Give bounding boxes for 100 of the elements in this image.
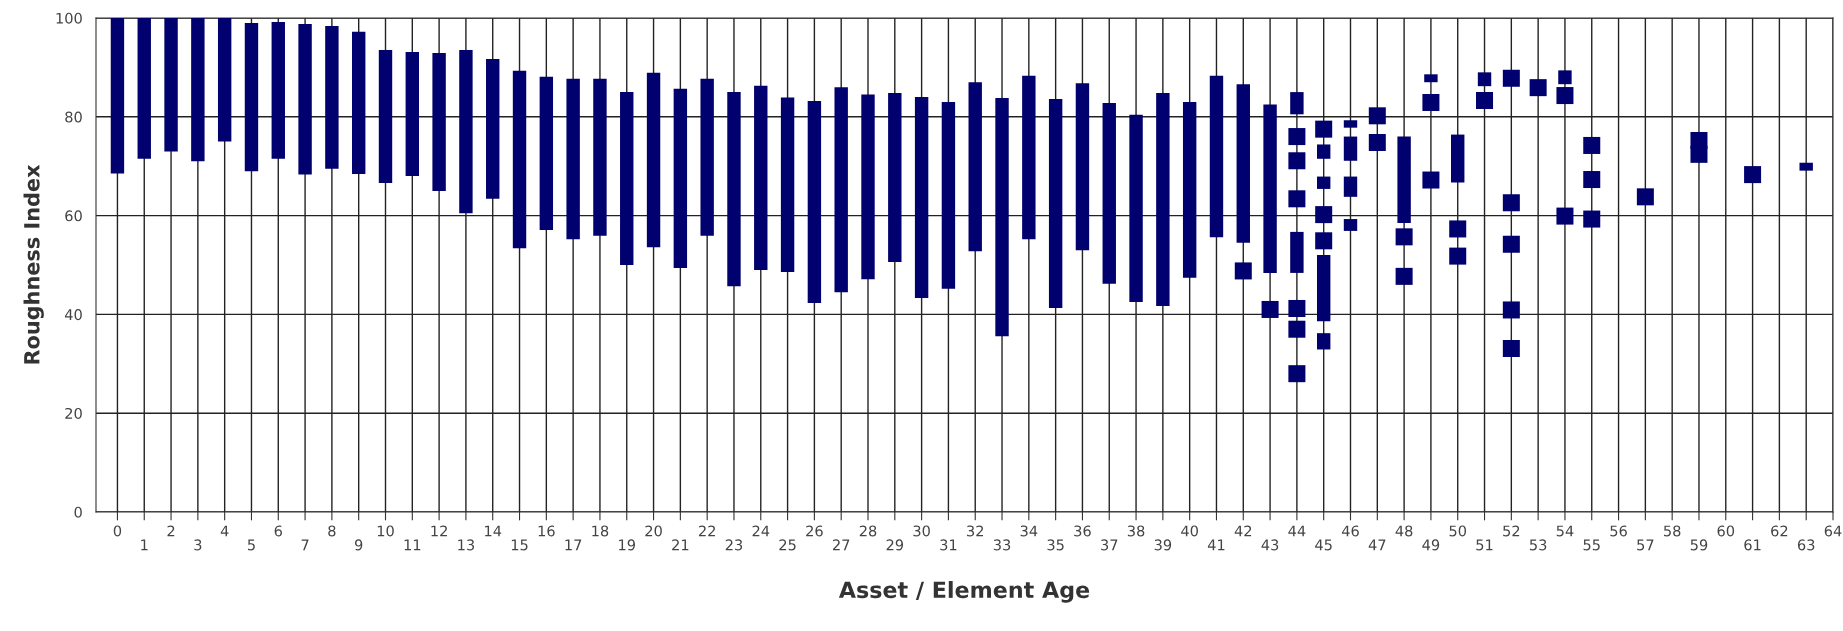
x-tick-label: 46 [1341,525,1359,537]
y-tick-label: 0 [74,506,82,518]
x2-tick-label: 5 [247,539,255,551]
point [1422,171,1440,189]
x2-tick-label: 13 [458,539,475,551]
bar [941,101,956,289]
y-axis-title: Roughness Index [23,164,44,364]
point [1315,206,1333,224]
bar [1290,92,1304,115]
x2-tick-label: 9 [354,539,363,551]
bar [459,50,473,214]
x-tick-label: 64 [1824,525,1842,537]
bar [432,53,446,191]
point [1502,69,1520,87]
x2-tick-label: 21 [672,539,689,551]
y-tick-label: 80 [65,111,82,123]
bar [1316,333,1331,350]
bar [727,92,741,287]
bar [995,98,1009,337]
bar [1075,83,1090,251]
point [1288,152,1306,170]
y-tick-label: 60 [65,210,82,222]
y-tick-label: 100 [56,12,82,24]
x-tick-label: 28 [859,525,877,537]
x-axis-title: Asset / Element Age [838,580,1090,603]
point [1449,247,1467,265]
x-tick-label: 2 [167,525,175,537]
bar [325,25,339,169]
point [1288,320,1306,338]
x-tick-label: 44 [1288,525,1306,537]
bar [298,23,312,175]
bar [1343,136,1358,161]
bar [1129,114,1143,303]
x-tick-label: 26 [806,525,823,537]
point [1288,299,1306,317]
x-tick-label: 48 [1395,525,1413,537]
point [1234,262,1252,280]
bar [1343,176,1358,197]
x2-tick-label: 35 [1047,539,1064,551]
bar [1451,134,1465,183]
point [1502,194,1520,212]
bar [512,70,527,249]
point [1261,300,1279,318]
x-tick-label: 54 [1556,525,1574,537]
x2-tick-label: 49 [1422,539,1440,551]
x-tick-label: 50 [1449,525,1467,537]
point [1315,232,1333,250]
x-tick-label: 34 [1020,525,1038,537]
x2-tick-label: 55 [1583,539,1600,551]
x-tick-label: 10 [377,525,394,537]
point [1288,190,1306,208]
bar [137,18,151,159]
x2-tick-label: 45 [1315,539,1332,551]
bar [1182,101,1197,278]
x-tick-label: 58 [1664,525,1681,537]
x2-tick-label: 37 [1101,539,1118,551]
x2-tick-label: 47 [1368,539,1386,551]
bar [164,18,178,152]
point [1502,301,1520,319]
bar [593,78,607,236]
point [1395,228,1413,246]
bar [1236,84,1250,243]
point [1583,171,1601,189]
bar [914,97,929,299]
bar [1290,231,1304,273]
x2-tick-label: 29 [886,539,904,551]
point [1583,210,1601,228]
x2-tick-label: 51 [1476,539,1493,551]
bar [1316,255,1331,322]
x-tick-label: 22 [698,525,715,537]
point [1288,365,1306,383]
point [1690,145,1708,163]
x-tick-label: 38 [1127,525,1145,537]
bar [1343,120,1358,128]
x2-tick-label: 15 [511,539,528,551]
bar [1156,93,1170,306]
x2-tick-label: 11 [404,539,421,551]
bar [1316,144,1331,159]
x2-tick-label: 63 [1797,539,1815,551]
x2-tick-label: 31 [940,539,957,551]
point [1368,107,1386,125]
point [1368,133,1386,151]
bar [754,85,768,270]
x2-tick-label: 19 [619,539,635,551]
x-tick-label: 40 [1181,525,1198,537]
x2-tick-label: 1 [141,539,148,551]
x-tick-label: 12 [431,525,447,537]
bar [861,94,875,280]
bar [271,21,285,159]
y-tick-label: 40 [64,309,82,321]
x-tick-label: 14 [485,525,502,537]
bar [968,82,982,252]
x-tick-label: 16 [538,525,555,537]
bar [1263,104,1277,273]
x-tick-label: 30 [913,525,930,537]
bar [1209,75,1224,238]
x-tick-label: 32 [967,525,984,537]
bar [834,87,848,293]
x2-tick-label: 57 [1637,539,1654,551]
bar [405,52,420,177]
